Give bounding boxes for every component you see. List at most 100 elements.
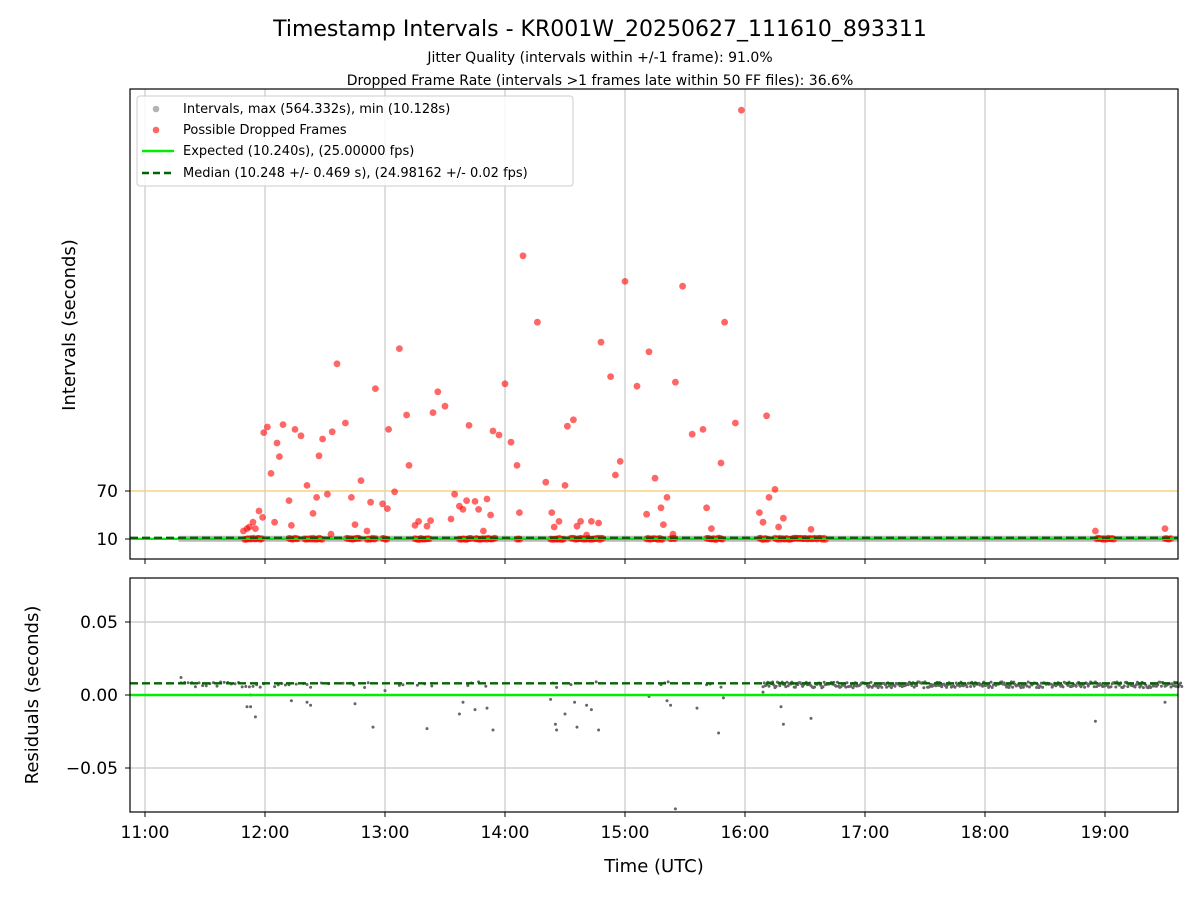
dropped-frame-point <box>252 525 259 532</box>
dropped-frame-point <box>595 519 602 527</box>
residual-point <box>922 686 926 690</box>
residual-point <box>251 684 255 688</box>
dropped-frame-point <box>487 511 494 519</box>
residual-point <box>912 685 916 689</box>
residual-point <box>309 685 313 689</box>
residual-point <box>1066 683 1070 687</box>
dropped-frame-point <box>434 388 442 396</box>
residual-point <box>880 685 884 689</box>
residual-point <box>1049 682 1053 686</box>
dropped-frame-point <box>708 525 715 532</box>
residual-point <box>1169 685 1173 689</box>
residual-point <box>585 703 589 707</box>
residual-point <box>1149 686 1153 689</box>
dropped-frame-point <box>672 378 679 386</box>
dropped-frame-point <box>1092 527 1099 535</box>
top-ticks: 10 70 <box>96 482 1106 564</box>
residual-point <box>981 684 985 688</box>
residual-point <box>240 685 244 689</box>
dropped-frame-point <box>276 453 283 460</box>
dropped-frame-point <box>396 345 403 352</box>
residual-point <box>457 712 461 716</box>
residual-point <box>989 680 993 684</box>
dropped-frame-point <box>561 482 569 489</box>
residual-point <box>988 684 992 688</box>
residual-point <box>673 807 677 811</box>
residual-point <box>945 685 949 689</box>
residual-point <box>953 685 957 689</box>
dropped-frame-point <box>342 419 349 427</box>
residual-point <box>969 685 973 688</box>
residual-point <box>1007 686 1011 689</box>
residual-point <box>597 728 601 732</box>
residual-point <box>186 681 190 685</box>
dropped-frame-point <box>507 438 515 446</box>
dropped-frame-point <box>303 482 311 489</box>
dropped-frame-point <box>333 360 341 368</box>
dropped-frame-point <box>519 252 527 260</box>
residual-point <box>197 681 201 685</box>
residual-point <box>193 685 197 689</box>
dropped-frame-point <box>367 498 374 506</box>
dropped-frame-point <box>297 432 305 440</box>
dropped-frame-point <box>363 527 371 535</box>
dropped-frame-point <box>429 409 437 416</box>
dropped-frame-point <box>451 490 458 498</box>
residual-point <box>1035 686 1039 689</box>
residual-point <box>305 683 309 686</box>
residual-point <box>1126 685 1130 689</box>
residual-point <box>834 684 838 688</box>
residual-point <box>666 680 670 684</box>
x-tick-label: 19:00 <box>1081 823 1130 843</box>
residual-point <box>1092 685 1096 689</box>
residual-point <box>885 685 889 689</box>
residual-point <box>990 686 994 689</box>
residual-point <box>222 680 226 684</box>
x-tick-label: 12:00 <box>241 823 290 843</box>
dropped-frame-point <box>324 490 331 498</box>
dropped-frame-point <box>279 421 287 428</box>
dropped-frame-point <box>564 422 571 430</box>
dropped-frame-point <box>570 416 577 424</box>
top-y-tick-label: 70 <box>96 482 118 502</box>
residual-point <box>781 722 785 726</box>
residual-point <box>1021 685 1025 689</box>
x-tick-label: 11:00 <box>121 823 170 843</box>
dropped-frame-point <box>463 497 470 504</box>
residual-point <box>934 684 938 688</box>
residual-point <box>762 681 766 685</box>
dropped-frame-point <box>423 522 431 530</box>
dropped-frame-point <box>607 373 614 380</box>
residual-point <box>204 684 208 688</box>
x-axis-label: Time (UTC) <box>603 856 704 877</box>
dropped-frame-point <box>259 514 266 521</box>
dropped-frame-point <box>271 518 278 526</box>
residual-point <box>906 683 910 687</box>
dropped-frame-point <box>763 412 770 420</box>
dropped-frame-point <box>534 318 541 326</box>
residual-point <box>774 684 778 688</box>
dropped-frame-point <box>447 515 455 523</box>
residual-point <box>363 686 367 689</box>
dropped-frame-point <box>775 523 782 531</box>
residual-point <box>839 685 843 689</box>
residual-point <box>491 728 495 732</box>
legend-label-expected: Expected (10.240s), (25.00000 fps) <box>183 144 414 159</box>
residual-point <box>1171 684 1175 688</box>
dropped-frame-point <box>260 429 268 436</box>
residual-point <box>822 680 826 684</box>
dropped-frame-point <box>588 518 595 525</box>
dropped-frame-point <box>403 411 410 419</box>
dropped-frame-point <box>688 430 696 438</box>
residual-point <box>809 716 813 720</box>
residual-point <box>1041 685 1045 689</box>
dropped-frame-point <box>372 385 379 392</box>
dropped-frame-point <box>660 521 667 528</box>
residual-point <box>1095 685 1099 689</box>
residual-point <box>869 680 873 684</box>
residual-point <box>845 681 849 685</box>
residual-point <box>573 700 577 704</box>
residual-point <box>569 683 573 687</box>
residual-point <box>785 680 789 684</box>
dropped-frame-point <box>513 462 521 469</box>
